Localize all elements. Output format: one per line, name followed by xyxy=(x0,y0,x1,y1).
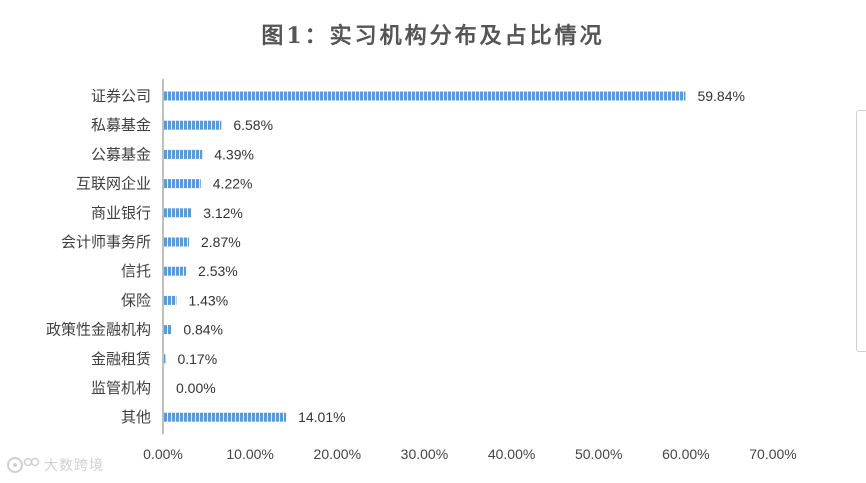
data-label: 0.84% xyxy=(183,322,223,338)
category-label: 公募基金 xyxy=(91,145,151,163)
data-label: 4.39% xyxy=(214,146,254,162)
bar xyxy=(164,179,201,189)
x-tick-label: 20.00% xyxy=(314,446,361,462)
bars-layer xyxy=(164,91,686,422)
data-label: 1.43% xyxy=(188,292,228,308)
category-label: 会计师事务所 xyxy=(61,233,151,251)
data-label: 2.53% xyxy=(198,263,238,279)
bar xyxy=(164,266,187,276)
bar xyxy=(164,295,177,305)
x-tick-label: 70.00% xyxy=(749,446,796,462)
category-label: 证券公司 xyxy=(91,87,151,105)
watermark: 大数跨境 xyxy=(6,452,104,478)
x-tick-label: 30.00% xyxy=(401,446,448,462)
category-label: 监管机构 xyxy=(91,379,151,397)
bar xyxy=(164,91,686,101)
data-label: 59.84% xyxy=(697,88,744,104)
x-tick-label: 60.00% xyxy=(662,446,709,462)
x-tick-label: 0.00% xyxy=(143,446,183,462)
watermark-text: 大数跨境 xyxy=(44,458,104,474)
data-label: 0.00% xyxy=(176,380,216,396)
data-label: 14.01% xyxy=(298,409,345,425)
logo-icon xyxy=(7,457,40,473)
bar xyxy=(164,149,203,159)
labels-layer: 证券公司 59.84% 私募基金 6.58% 公募基金 4.39% 互联网企业 4.22% 商业… xyxy=(46,87,797,462)
bar xyxy=(164,354,166,364)
data-label: 3.12% xyxy=(203,205,243,221)
side-panel-frame xyxy=(856,110,866,352)
category-label: 商业银行 xyxy=(91,204,151,222)
x-tick-label: 50.00% xyxy=(575,446,622,462)
bar xyxy=(164,237,190,247)
data-label: 4.22% xyxy=(213,176,253,192)
chart-title: 图1：实习机构分布及占比情况 xyxy=(261,23,605,49)
bar xyxy=(164,120,222,130)
category-label: 其他 xyxy=(121,408,151,426)
category-label: 政策性金融机构 xyxy=(46,321,151,339)
category-label: 保险 xyxy=(121,291,151,309)
category-label: 金融租赁 xyxy=(91,350,151,368)
data-label: 6.58% xyxy=(233,117,273,133)
x-tick-label: 10.00% xyxy=(226,446,273,462)
data-label: 0.17% xyxy=(177,351,217,367)
x-tick-label: 40.00% xyxy=(488,446,535,462)
category-label: 互联网企业 xyxy=(76,175,151,193)
bar xyxy=(164,325,172,335)
bar xyxy=(164,412,287,422)
category-label: 信托 xyxy=(121,262,151,280)
data-label: 2.87% xyxy=(201,234,241,250)
bar xyxy=(164,208,192,218)
category-label: 私募基金 xyxy=(91,116,151,134)
